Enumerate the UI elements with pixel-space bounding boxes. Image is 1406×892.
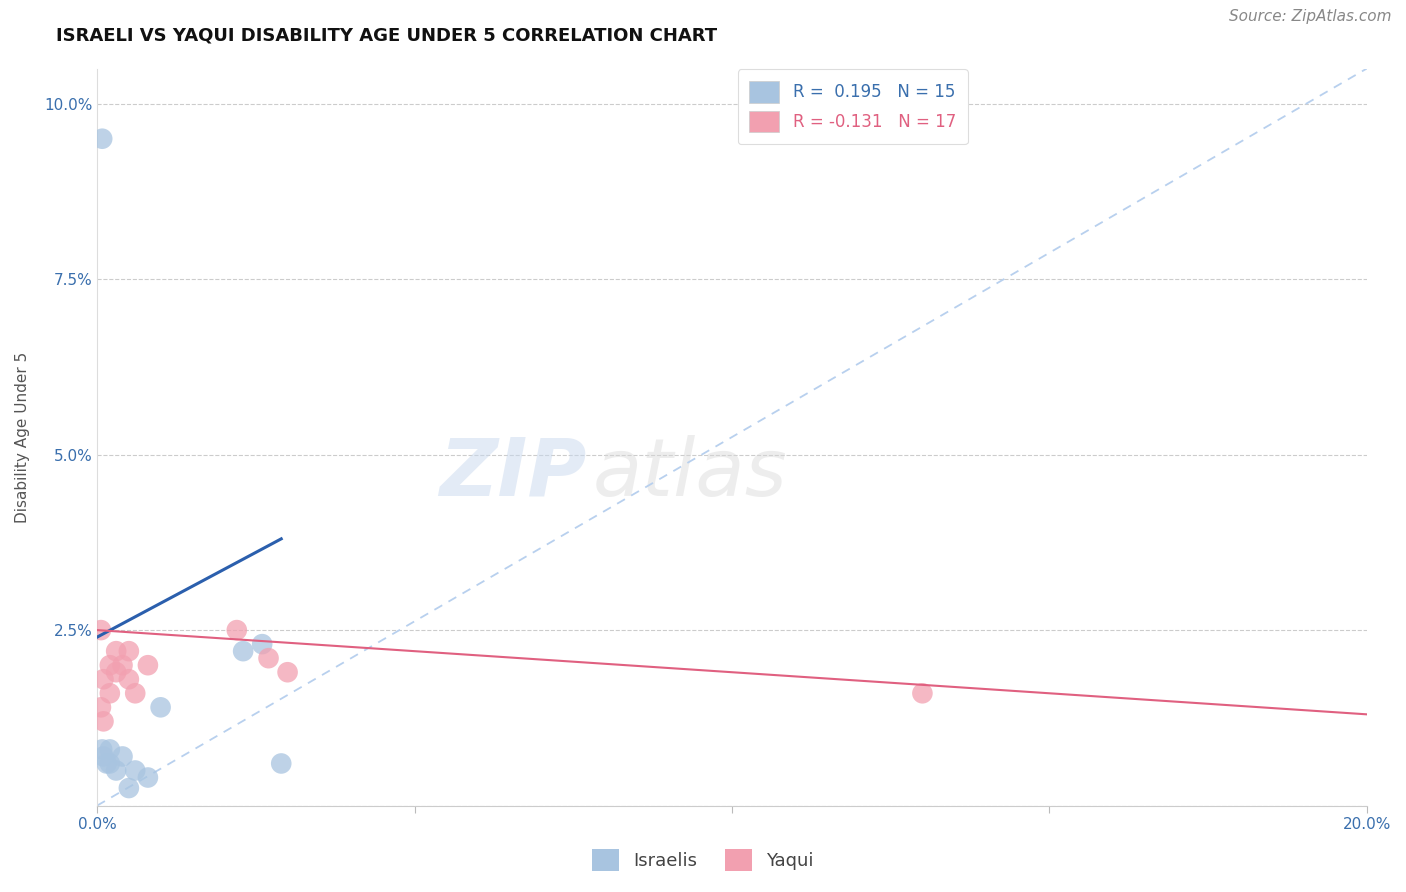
Point [111, 749, 134, 764]
Point [136, 658, 159, 673]
Point [149, 700, 172, 714]
Point [98, 756, 121, 771]
Point [98, 658, 121, 673]
Point [93, 714, 115, 729]
Point [111, 658, 134, 673]
Point [93, 672, 115, 686]
Point [911, 686, 934, 700]
Point [118, 672, 141, 686]
Point [91, 742, 114, 756]
Point [91, 132, 114, 146]
Point [105, 644, 128, 658]
Point [96, 756, 118, 771]
Point [93, 749, 115, 764]
Point [136, 771, 159, 785]
Point [118, 780, 141, 795]
Point [257, 651, 280, 665]
Legend: R =  0.195   N = 15, R = -0.131   N = 17: R = 0.195 N = 15, R = -0.131 N = 17 [738, 70, 967, 144]
Text: ISRAELI VS YAQUI DISABILITY AGE UNDER 5 CORRELATION CHART: ISRAELI VS YAQUI DISABILITY AGE UNDER 5 … [56, 27, 717, 45]
Point [124, 686, 146, 700]
Point [270, 756, 292, 771]
Legend: Israelis, Yaqui: Israelis, Yaqui [585, 842, 821, 879]
Text: ZIP: ZIP [439, 435, 586, 513]
Point [98, 742, 121, 756]
Point [118, 644, 141, 658]
Point [105, 764, 128, 778]
Point [277, 665, 299, 680]
Y-axis label: Disability Age Under 5: Disability Age Under 5 [15, 351, 30, 523]
Point [232, 644, 254, 658]
Point [90, 623, 112, 637]
Point [225, 623, 247, 637]
Point [250, 637, 273, 651]
Point [98, 686, 121, 700]
Point [90, 700, 112, 714]
Point [124, 764, 146, 778]
Text: Source: ZipAtlas.com: Source: ZipAtlas.com [1229, 9, 1392, 24]
Text: atlas: atlas [592, 435, 787, 513]
Point [105, 665, 128, 680]
